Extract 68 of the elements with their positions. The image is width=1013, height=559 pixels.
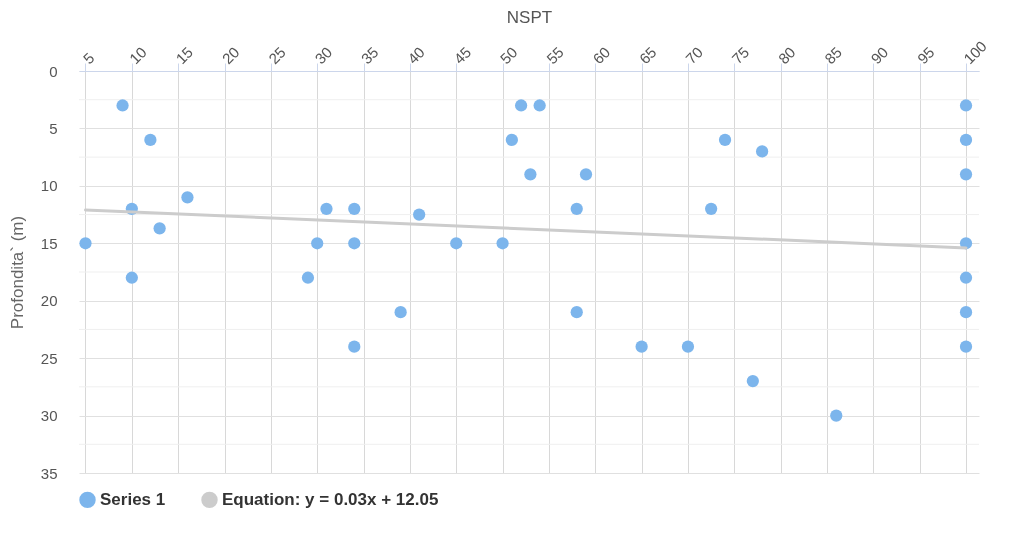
x-tick-label: 30 — [311, 43, 336, 68]
x-tick-label: 55 — [543, 43, 567, 68]
point — [524, 168, 537, 181]
x-tick-label: 15 — [172, 43, 197, 68]
point — [153, 222, 166, 235]
point — [450, 237, 463, 250]
x-tick-label: 40 — [404, 43, 428, 68]
point — [301, 271, 315, 284]
point — [959, 306, 973, 319]
point — [959, 133, 973, 147]
point — [746, 375, 759, 388]
point — [496, 237, 509, 250]
point — [959, 99, 973, 112]
x-tick-label: 85 — [821, 43, 845, 68]
point — [959, 340, 973, 353]
point — [348, 202, 361, 215]
point — [681, 340, 695, 353]
point — [635, 340, 648, 353]
point — [413, 208, 426, 221]
point — [705, 202, 718, 215]
y-tick-label: 15 — [40, 234, 58, 252]
y-axis-title: Profondita` (m) — [7, 215, 27, 330]
point — [320, 202, 333, 215]
x-tick-label: 5 — [79, 49, 98, 68]
x-tick-label: 90 — [867, 43, 892, 68]
x-tick-label: 20 — [218, 43, 243, 68]
x-tick-label: 35 — [357, 43, 382, 68]
y-tick-label: 20 — [40, 292, 58, 310]
point — [348, 340, 361, 353]
y-tick-label: 30 — [40, 407, 58, 425]
point — [348, 237, 361, 250]
point — [116, 99, 129, 112]
x-tick-label: 70 — [682, 43, 706, 68]
legend-label: Equation: y = 0.03x + 12.05 — [222, 489, 439, 509]
x-tick-label: 95 — [913, 43, 938, 68]
y-tick-label: 25 — [40, 349, 58, 367]
x-tick-label: 75 — [728, 43, 753, 68]
point — [79, 237, 92, 250]
point — [181, 191, 194, 204]
x-tick-label: 100 — [960, 37, 990, 68]
x-axis-title: NSPT — [506, 7, 553, 27]
x-tick-label: 10 — [125, 43, 150, 68]
point — [959, 271, 973, 284]
point — [505, 133, 518, 147]
y-tick-label: 35 — [40, 464, 58, 482]
x-tick-label: 25 — [265, 43, 289, 68]
x-tick-label: 45 — [450, 43, 475, 68]
point — [830, 409, 843, 422]
point — [570, 306, 583, 319]
point — [125, 271, 138, 284]
point — [959, 168, 973, 181]
point — [311, 237, 324, 250]
x-tick-label: 50 — [496, 43, 521, 68]
x-tick-label: 65 — [635, 43, 660, 68]
legend-label: Series 1 — [100, 489, 166, 509]
point — [394, 306, 407, 319]
point — [515, 99, 528, 112]
x-tick-label: 60 — [589, 43, 614, 68]
point — [570, 202, 583, 215]
x-tick-label: 80 — [774, 43, 799, 68]
y-tick-label: 5 — [49, 119, 58, 137]
y-tick-label: 10 — [40, 177, 58, 195]
point — [579, 168, 593, 181]
point — [718, 133, 732, 147]
point — [144, 133, 157, 147]
point — [755, 145, 769, 158]
y-tick-label: 0 — [49, 62, 58, 80]
point — [533, 99, 546, 112]
